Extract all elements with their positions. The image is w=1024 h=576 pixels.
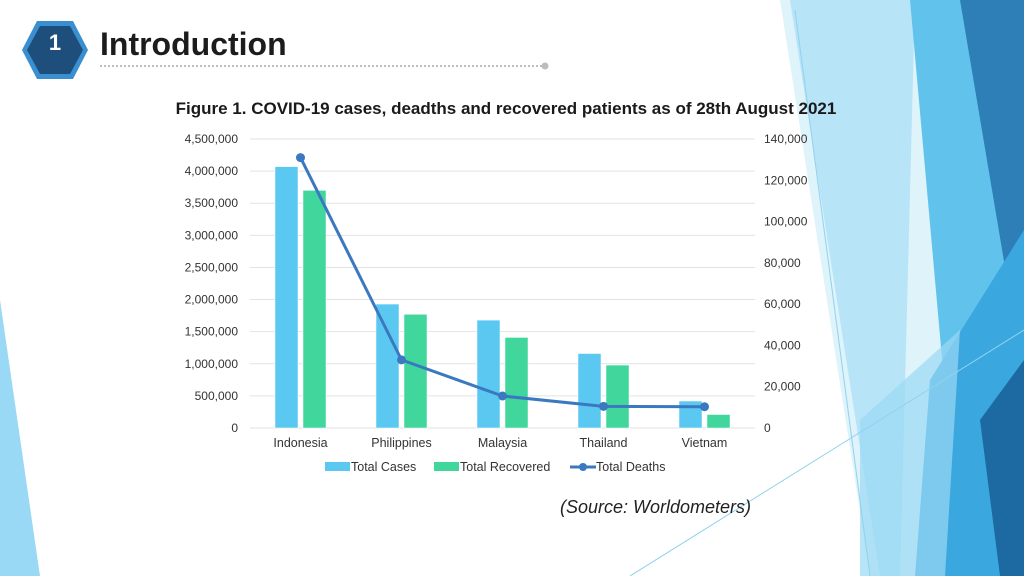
deco-line (794, 9, 871, 576)
legend-label-recovered: Total Recovered (460, 460, 550, 474)
bar-total-recovered (403, 314, 428, 429)
y2-tick-label: 80,000 (764, 256, 801, 270)
deco-shape (0, 300, 40, 576)
bar-total-cases (274, 166, 299, 429)
deco-line (629, 329, 1024, 576)
figure-title: Figure 1. COVID-19 cases, deadths and re… (175, 99, 837, 118)
deaths-point (397, 355, 406, 365)
y-tick-label: 1,500,000 (185, 325, 239, 339)
legend-label-deaths: Total Deaths (596, 460, 665, 474)
section-number: 1 (48, 30, 62, 55)
deco-shape (980, 360, 1024, 576)
deaths-point (700, 402, 709, 412)
bar-total-recovered (504, 337, 529, 429)
bar-total-cases (678, 400, 703, 429)
x-tick-label: Philippines (371, 436, 431, 450)
x-tick-label: Vietnam (682, 436, 728, 450)
y2-tick-label: 0 (764, 421, 771, 435)
x-tick-label: Indonesia (273, 436, 327, 450)
title-underline (100, 62, 549, 70)
bar-total-recovered (605, 364, 630, 429)
deco-shape (860, 330, 960, 576)
section-number-badge (22, 21, 88, 79)
y2-tick-label: 100,000 (764, 215, 808, 229)
legend-swatch-cases (325, 462, 350, 471)
deaths-point (296, 153, 305, 163)
bar-total-cases (375, 303, 400, 429)
deaths-line (299, 156, 705, 409)
y-tick-label: 4,000,000 (185, 164, 239, 178)
bar-total-cases (577, 353, 602, 429)
y-tick-label: 2,000,000 (185, 293, 239, 307)
legend-swatch-recovered (434, 462, 459, 471)
x-tick-label: Malaysia (478, 436, 527, 450)
y-tick-label: 1,000,000 (185, 357, 239, 371)
bar-total-cases (476, 319, 501, 429)
deaths-point (599, 401, 608, 411)
y-tick-label: 3,500,000 (185, 196, 239, 210)
y2-tick-label: 120,000 (764, 173, 808, 187)
source-note: (Source: Worldometers) (560, 497, 752, 517)
y-tick-label: 4,500,000 (185, 132, 239, 146)
legend-marker-deaths (579, 463, 587, 471)
bar-total-recovered (302, 190, 327, 429)
y-tick-label: 3,000,000 (185, 228, 239, 242)
deaths-point (498, 391, 507, 401)
y2-tick-label: 20,000 (764, 380, 801, 394)
bar-total-recovered (706, 414, 731, 429)
y-tick-label: 500,000 (195, 389, 239, 403)
y-tick-label: 2,500,000 (185, 260, 239, 274)
y2-tick-label: 40,000 (764, 338, 801, 352)
legend-label-cases: Total Cases (351, 460, 416, 474)
x-tick-label: Thailand (580, 436, 628, 450)
y2-tick-label: 140,000 (764, 132, 808, 146)
slide-title: Introduction (100, 26, 287, 62)
y-tick-label: 0 (231, 421, 238, 435)
hex-inner (27, 26, 83, 74)
y2-tick-label: 60,000 (764, 297, 801, 311)
